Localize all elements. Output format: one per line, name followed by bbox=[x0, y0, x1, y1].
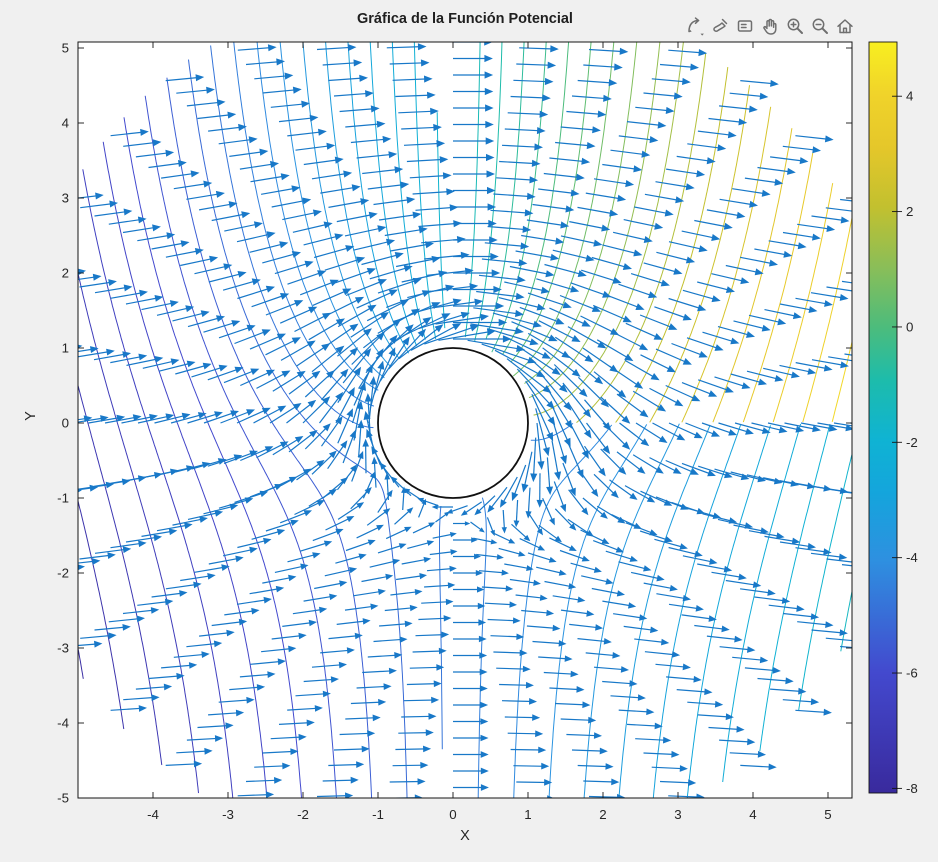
export-icon bbox=[687, 16, 704, 36]
colorbar: 4 2 0 -2 -4 -6 -8 bbox=[868, 41, 918, 796]
contour-line bbox=[144, 95, 337, 798]
contour-line bbox=[102, 141, 268, 798]
x-tick-label: 5 bbox=[824, 807, 831, 822]
x-tick-label: -1 bbox=[372, 807, 384, 822]
contour-line bbox=[256, 42, 613, 798]
contour-line bbox=[3, 435, 35, 588]
y-tick-label: -2 bbox=[57, 566, 69, 581]
axes-box bbox=[77, 41, 853, 799]
x-tick-label: -3 bbox=[222, 807, 234, 822]
colorbar-tick-label: 0 bbox=[906, 319, 913, 334]
brush-icon bbox=[712, 18, 727, 32]
y-tick-label: -3 bbox=[57, 641, 69, 656]
colorbar-tick-label: -6 bbox=[906, 666, 918, 681]
contour-line bbox=[78, 498, 125, 730]
pan-icon bbox=[762, 18, 777, 35]
contour-line bbox=[502, 42, 570, 355]
axis-ticks bbox=[78, 42, 852, 799]
contour-line bbox=[369, 42, 771, 798]
zoom-in-button[interactable] bbox=[784, 14, 805, 37]
colorbar-tick-label: -2 bbox=[906, 435, 918, 450]
colorbar-tick-label: 2 bbox=[906, 204, 913, 219]
contour-line bbox=[576, 52, 707, 423]
contour-lines bbox=[3, 42, 852, 798]
y-tick-label: -4 bbox=[57, 716, 69, 731]
contour-line bbox=[649, 85, 750, 423]
contour-line bbox=[802, 215, 852, 423]
quiver-arrows bbox=[78, 42, 852, 798]
x-axis-label: X bbox=[460, 828, 470, 844]
contour-line bbox=[528, 42, 661, 399]
axes-toolbar bbox=[684, 14, 855, 37]
y-tick-label: 0 bbox=[62, 416, 69, 431]
x-tick-label: -2 bbox=[297, 807, 309, 822]
y-tick-label: 5 bbox=[62, 41, 69, 56]
plot-title: Gráfica de la Función Potencial bbox=[357, 11, 573, 27]
colorbar-tick-label: -4 bbox=[906, 550, 918, 565]
colorbar-tick-label: 4 bbox=[906, 89, 913, 104]
y-tick-label: -1 bbox=[57, 491, 69, 506]
export-button[interactable] bbox=[684, 14, 705, 37]
y-tick-label: -5 bbox=[57, 791, 69, 806]
x-tick-label: 4 bbox=[749, 807, 756, 822]
y-tick-label: 3 bbox=[62, 191, 69, 206]
restore-view-button[interactable] bbox=[834, 14, 855, 37]
contour-line bbox=[166, 77, 373, 798]
contour-line bbox=[510, 42, 592, 363]
y-tick-label: 4 bbox=[62, 116, 69, 131]
contour-line bbox=[742, 152, 814, 423]
contour-line bbox=[772, 183, 834, 423]
colorbar-gradient bbox=[869, 42, 897, 793]
contour-line bbox=[524, 42, 638, 384]
contour-line bbox=[325, 42, 711, 798]
x-tick-label: 0 bbox=[449, 807, 456, 822]
data-tips-icon bbox=[737, 19, 752, 32]
contour-line bbox=[533, 42, 684, 416]
cylinder-circle bbox=[377, 347, 529, 499]
x-tick-label: 3 bbox=[674, 807, 681, 822]
y-tick-label: 2 bbox=[62, 266, 69, 281]
contour-line bbox=[302, 42, 680, 798]
zoom-out-icon bbox=[812, 18, 828, 34]
x-tick-label: -4 bbox=[147, 807, 159, 822]
y-tick-label: 1 bbox=[62, 341, 69, 356]
contour-line bbox=[831, 339, 852, 423]
zoom-out-button[interactable] bbox=[809, 14, 830, 37]
contour-line bbox=[78, 645, 84, 679]
brush-button[interactable] bbox=[709, 14, 730, 37]
data-tips-button[interactable] bbox=[734, 14, 755, 37]
axis-tick-labels: -4 -3 -2 -1 0 1 2 3 4 5 -5 -4 -3 -2 -1 0 1 2 3 4 5 bbox=[57, 41, 832, 823]
x-tick-label: 1 bbox=[524, 807, 531, 822]
pan-button[interactable] bbox=[759, 14, 780, 37]
contour-line bbox=[712, 128, 793, 423]
x-tick-label: 2 bbox=[599, 807, 606, 822]
zoom-in-icon bbox=[787, 18, 803, 34]
restore-view-icon bbox=[836, 18, 853, 33]
y-axis-label: Y bbox=[23, 411, 39, 421]
colorbar-tick-label: -8 bbox=[906, 781, 918, 796]
contour-line bbox=[82, 169, 234, 798]
contour-line bbox=[840, 588, 852, 652]
contour-line bbox=[615, 67, 729, 423]
